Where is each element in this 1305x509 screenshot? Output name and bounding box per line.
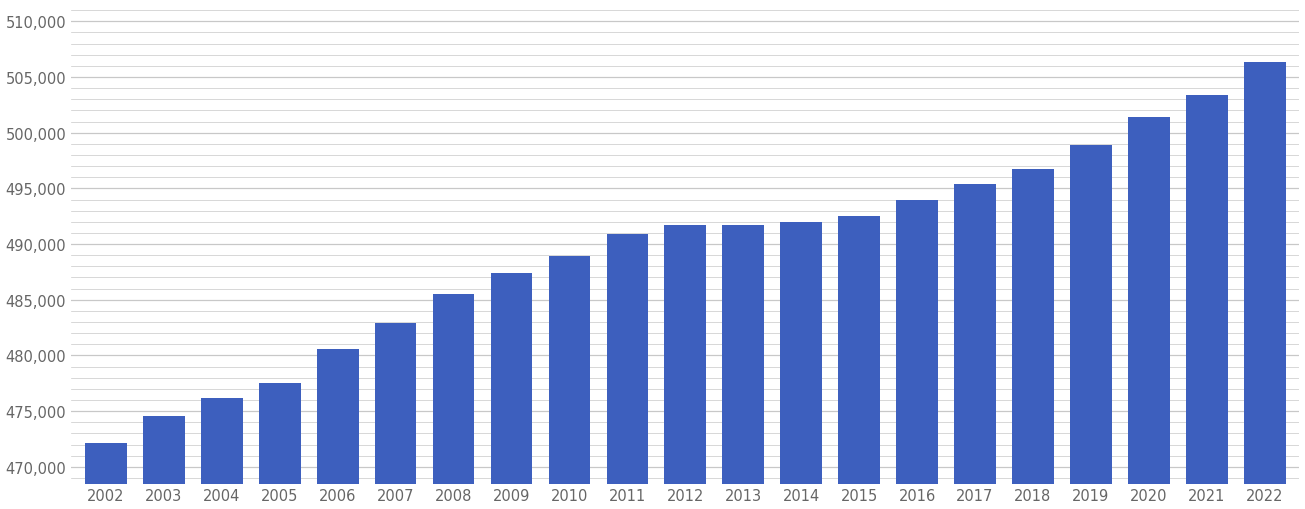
Bar xyxy=(664,225,706,484)
Bar xyxy=(897,200,938,484)
Bar xyxy=(838,217,880,484)
Bar xyxy=(491,273,532,484)
Bar xyxy=(780,222,822,484)
Bar xyxy=(548,257,590,484)
Bar xyxy=(1128,118,1169,484)
Bar xyxy=(1186,96,1228,484)
Bar xyxy=(433,295,475,484)
Bar xyxy=(144,416,185,484)
Bar xyxy=(258,384,300,484)
Bar xyxy=(1244,63,1285,484)
Bar xyxy=(723,225,765,484)
Bar xyxy=(317,349,359,484)
Bar xyxy=(85,444,127,484)
Bar xyxy=(1013,170,1054,484)
Bar xyxy=(201,398,243,484)
Bar xyxy=(607,235,649,484)
Bar xyxy=(1070,146,1112,484)
Bar xyxy=(954,185,996,484)
Bar xyxy=(375,324,416,484)
